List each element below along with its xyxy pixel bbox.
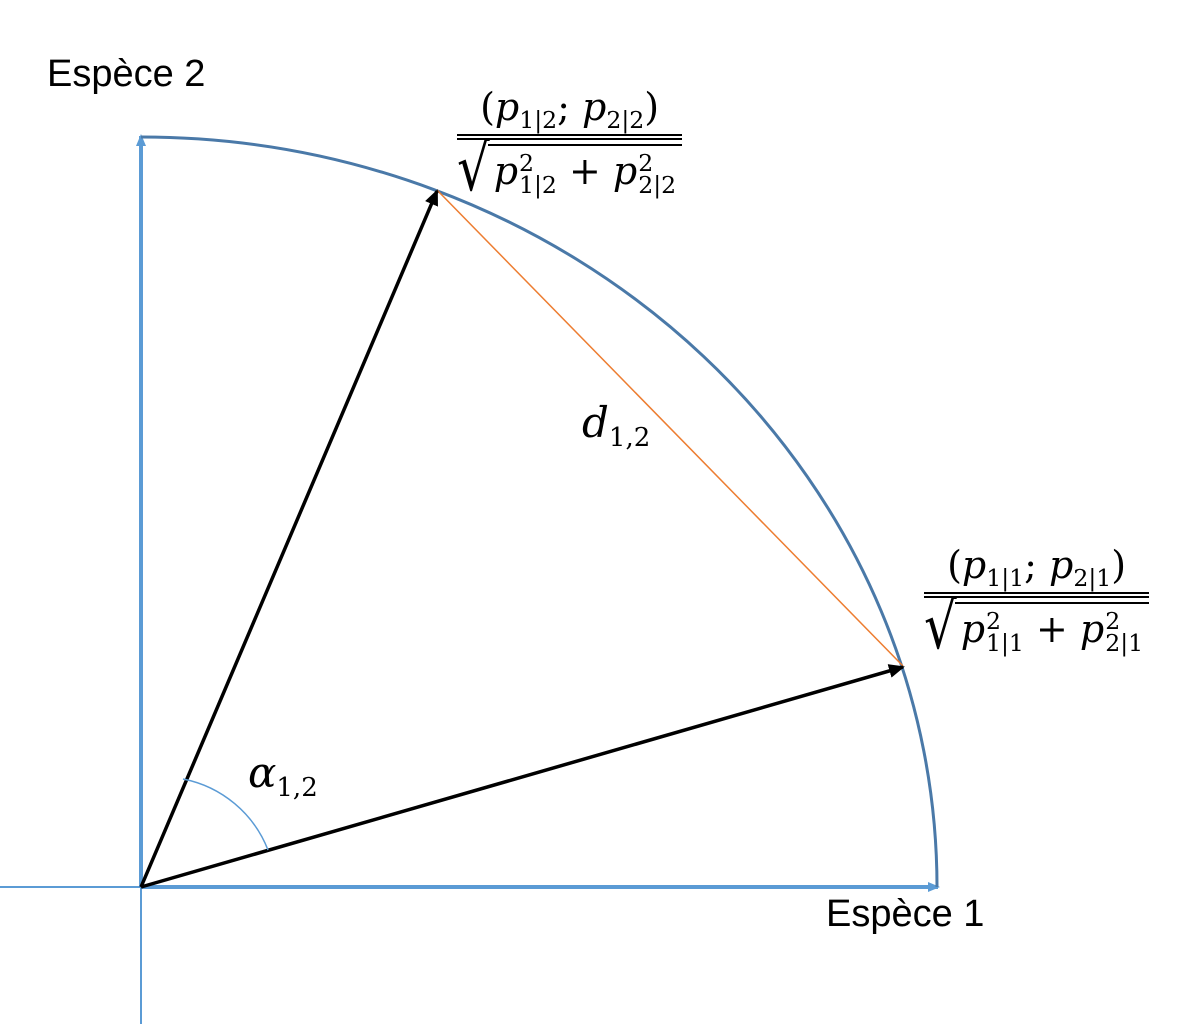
point-1-formula: (p1|1; p2|1) √ p 2 1|1 + p 2 2|1 (924, 543, 1150, 658)
y-axis-label: Espèce 2 (47, 53, 206, 95)
point-2-numerator: (p1|2; p2|2) (480, 85, 660, 135)
sqrt-icon: √ (924, 588, 957, 664)
angle-arc (182, 778, 269, 851)
angle-symbol: α (248, 748, 277, 797)
point-2-fraction-bar (457, 133, 683, 140)
point-1-numerator: (p1|1; p2|1) (947, 543, 1127, 593)
distance-chord (436, 189, 904, 667)
point-1-denominator: √ p 2 1|1 + p 2 2|1 (924, 594, 1150, 658)
distance-label: d1,2 (582, 402, 650, 452)
distance-subscript: 1,2 (608, 423, 651, 454)
sqrt-icon: √ (457, 130, 490, 206)
unit-arc (140, 135, 939, 888)
point-1-fraction-bar (924, 591, 1150, 598)
vector-point-1 (140, 664, 905, 889)
point-2-denominator: √ p 2 1|2 + p 2 2|2 (457, 136, 683, 200)
angle-subscript: 1,2 (276, 773, 318, 804)
distance-symbol: d (582, 398, 609, 447)
vector-point-2 (139, 189, 439, 888)
point-2-formula: (p1|2; p2|2) √ p 2 1|2 + p 2 2|2 (457, 85, 683, 200)
angle-label: α1,2 (248, 752, 318, 802)
x-axis-label: Espèce 1 (826, 893, 985, 935)
